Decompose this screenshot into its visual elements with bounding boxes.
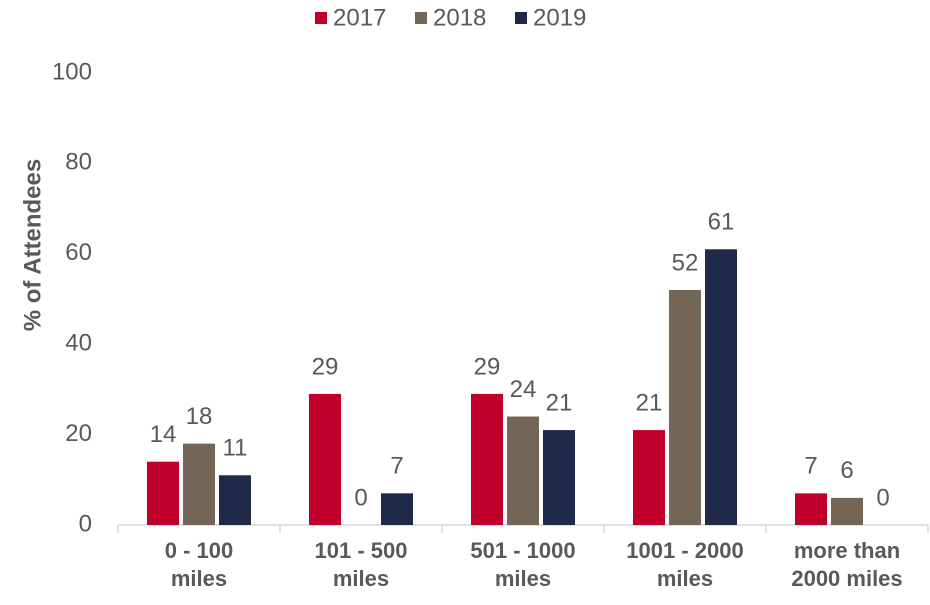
data-label: 61 (708, 209, 735, 236)
bar (183, 443, 215, 525)
bar (633, 430, 665, 525)
bar (543, 430, 575, 525)
data-label: 14 (150, 421, 177, 448)
data-label: 0 (354, 484, 367, 511)
legend-swatch (315, 12, 327, 24)
bar (381, 493, 413, 525)
data-label: 7 (390, 453, 403, 480)
data-label: 18 (186, 403, 213, 430)
y-tick-label: 40 (65, 330, 92, 357)
y-axis-label: % of Attendees (19, 159, 46, 331)
x-tick-label: 0 - 100 miles (164, 538, 234, 591)
y-tick-label: 20 (65, 420, 92, 447)
data-label: 11 (223, 435, 248, 462)
data-label: 0 (876, 484, 889, 511)
x-tick-label: 501 - 1000 miles (470, 538, 576, 591)
data-label: 29 (474, 353, 501, 380)
bar (147, 461, 179, 525)
data-label: 21 (636, 389, 663, 416)
data-label: 7 (804, 453, 817, 480)
x-tick-label: 101 - 500 miles (314, 538, 408, 591)
x-tick-label: more than 2000 miles (791, 538, 903, 591)
data-label: 6 (840, 457, 853, 484)
bar (831, 497, 863, 525)
data-label: 24 (510, 376, 537, 403)
bar (507, 416, 539, 525)
legend-label: 2017 (333, 4, 386, 31)
legend-label: 2018 (433, 4, 486, 31)
data-label: 29 (312, 353, 339, 380)
x-tick-label: 1001 - 2000 miles (626, 538, 744, 591)
bar (669, 289, 701, 525)
y-tick-label: 100 (52, 58, 92, 85)
data-label: 52 (672, 249, 699, 276)
legend-swatch (515, 12, 527, 24)
bar (471, 393, 503, 525)
legend-label: 2019 (533, 4, 586, 31)
y-tick-label: 60 (65, 239, 92, 266)
y-tick-label: 0 (79, 510, 92, 537)
y-tick-label: 80 (65, 149, 92, 176)
bar (705, 249, 737, 525)
bar (219, 475, 251, 525)
legend-swatch (415, 12, 427, 24)
bar (795, 493, 827, 525)
bar (309, 393, 341, 525)
data-label: 21 (546, 389, 573, 416)
